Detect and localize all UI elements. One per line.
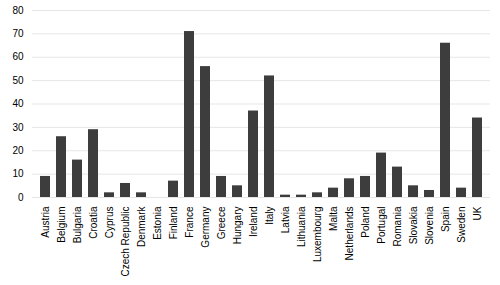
svg-text:Slovakia: Slovakia — [408, 206, 419, 244]
svg-text:UK: UK — [472, 206, 483, 220]
svg-text:Ireland: Ireland — [248, 207, 259, 238]
svg-text:20: 20 — [12, 145, 24, 156]
svg-text:Lithuania: Lithuania — [296, 206, 307, 247]
svg-text:Sweden: Sweden — [456, 207, 467, 243]
svg-text:0: 0 — [18, 192, 24, 203]
svg-text:Netherlands: Netherlands — [344, 207, 355, 261]
svg-text:80: 80 — [12, 5, 24, 16]
svg-text:Cyprus: Cyprus — [104, 207, 115, 239]
svg-text:40: 40 — [12, 98, 24, 109]
svg-text:Luxembourg: Luxembourg — [312, 207, 323, 263]
svg-text:Estonia: Estonia — [152, 206, 163, 240]
svg-text:Denmark: Denmark — [136, 206, 147, 248]
svg-text:Belgium: Belgium — [56, 207, 67, 243]
svg-text:Malta: Malta — [328, 206, 339, 231]
svg-text:Portugal: Portugal — [376, 207, 387, 244]
svg-text:Hungary: Hungary — [232, 207, 243, 245]
svg-text:France: France — [184, 206, 195, 238]
svg-text:Romania: Romania — [392, 206, 403, 246]
svg-text:Bulgaria: Bulgaria — [72, 206, 83, 243]
svg-text:Poland: Poland — [360, 207, 371, 238]
svg-text:Germany: Germany — [200, 207, 211, 248]
svg-text:Latvia: Latvia — [280, 206, 291, 233]
svg-text:Finland: Finland — [168, 207, 179, 240]
svg-text:Slovenia: Slovenia — [424, 206, 435, 245]
svg-text:Austria: Austria — [40, 206, 51, 238]
svg-text:Spain: Spain — [440, 207, 451, 233]
svg-text:Czech Republic: Czech Republic — [120, 207, 131, 277]
svg-text:70: 70 — [12, 28, 24, 39]
svg-text:10: 10 — [12, 168, 24, 179]
svg-text:Greece: Greece — [216, 206, 227, 239]
svg-text:60: 60 — [12, 51, 24, 62]
svg-text:Croatia: Croatia — [88, 206, 99, 239]
svg-text:Italy: Italy — [264, 207, 275, 225]
svg-text:30: 30 — [12, 122, 24, 133]
svg-text:50: 50 — [12, 75, 24, 86]
